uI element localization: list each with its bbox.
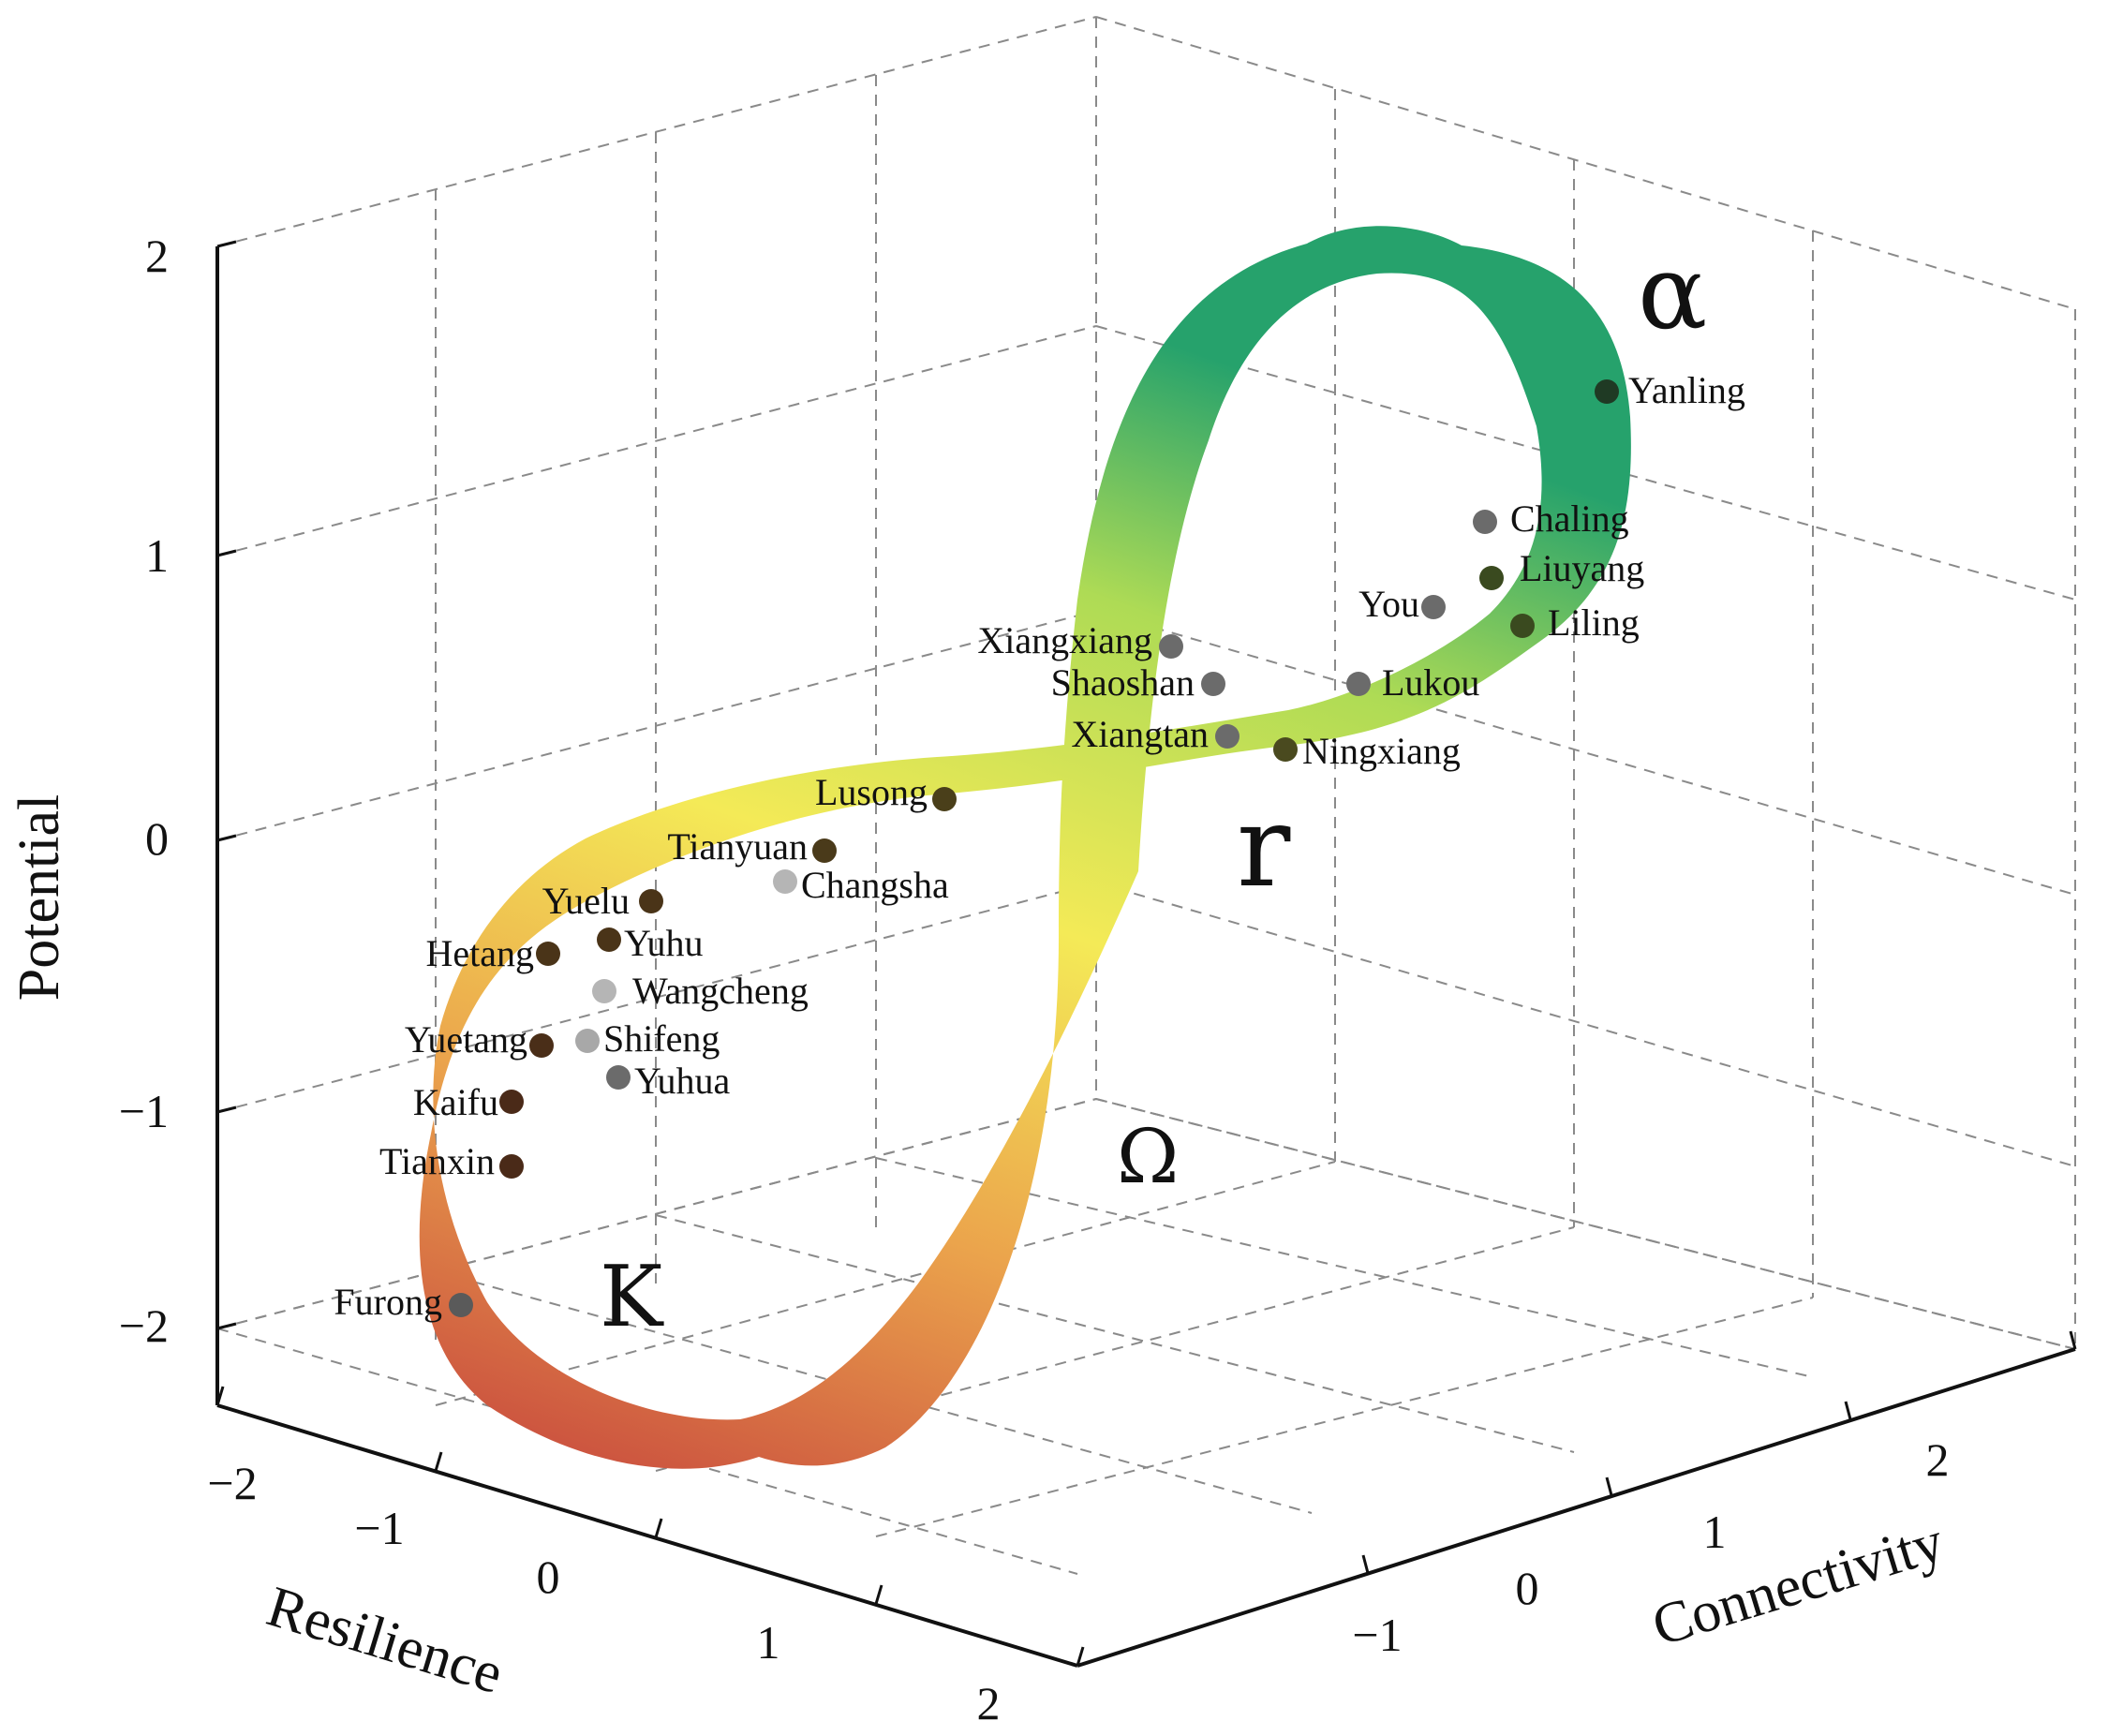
point-yanling (1595, 379, 1619, 404)
point-label-yuetang: Yuetang (405, 1018, 527, 1061)
point-label-yuhua: Yuhua (634, 1060, 730, 1102)
z-axis-title: Potential (7, 794, 71, 1001)
point-kaifu (499, 1090, 524, 1114)
phase-labels: α r Ω K (600, 232, 1707, 1346)
point-yuetang (529, 1033, 554, 1058)
point-label-wangcheng: Wangcheng (632, 970, 809, 1012)
point-label-kaifu: Kaifu (413, 1081, 498, 1123)
phase-label-r: r (1237, 782, 1291, 913)
x-tick-label: 2 (977, 1677, 1001, 1729)
point-label-xiangxiang: Xiangxiang (977, 619, 1152, 661)
y-tick-label: 0 (1516, 1562, 1539, 1614)
point-label-yuelu: Yuelu (542, 880, 630, 922)
z-tick-label: 1 (145, 529, 169, 582)
point-lusong (932, 787, 957, 811)
z-tick-label: 2 (145, 230, 169, 282)
point-you (1421, 595, 1446, 619)
point-ningxiang (1273, 737, 1298, 762)
point-liling (1510, 614, 1535, 638)
point-label-you: You (1358, 583, 1419, 625)
point-yuelu (639, 889, 663, 913)
z-tick-label: −1 (119, 1085, 169, 1137)
point-label-xiangtan: Xiangtan (1071, 713, 1209, 755)
x-tick-label: 1 (757, 1616, 780, 1669)
point-label-shaoshan: Shaoshan (1051, 661, 1195, 704)
cycle-band (419, 226, 1631, 1469)
y-tick-label: −1 (1352, 1609, 1402, 1661)
z-tick-labels: 2 1 0 −1 −2 (119, 230, 169, 1352)
y-tick-label: 2 (1926, 1433, 1950, 1486)
z-tick-label: −2 (119, 1299, 169, 1352)
point-xiangxiang (1159, 634, 1183, 659)
point-lukou (1346, 672, 1371, 696)
point-label-yuhu: Yuhu (624, 922, 703, 964)
x-tick-labels: −2 −1 0 1 2 (207, 1457, 1000, 1729)
point-liuyang (1479, 566, 1504, 590)
point-hetang (536, 942, 560, 966)
point-label-chaling: Chaling (1510, 497, 1629, 540)
point-label-lusong: Lusong (815, 771, 928, 813)
data-points: Yanling Chaling Liuyang You Liling Xiangxiang… (334, 369, 1744, 1323)
adaptive-cycle-band (419, 226, 1631, 1469)
y-tick-label: 1 (1703, 1506, 1727, 1558)
phase-label-alpha: α (1638, 232, 1707, 352)
y-tick-labels: −1 0 1 2 (1352, 1433, 1949, 1661)
point-label-hetang: Hetang (425, 932, 534, 974)
point-tianxin (499, 1154, 524, 1179)
point-shaoshan (1201, 672, 1225, 696)
axes (215, 240, 2077, 1668)
point-furong (449, 1293, 473, 1317)
x-tick-label: −2 (207, 1457, 257, 1509)
point-changsha (773, 869, 797, 894)
point-label-liling: Liling (1548, 601, 1640, 644)
point-label-tianxin: Tianxin (379, 1140, 495, 1182)
point-label-yanling: Yanling (1628, 369, 1745, 411)
point-wangcheng (592, 979, 616, 1003)
phase-label-omega: Ω (1117, 1113, 1179, 1200)
point-tianyuan (812, 838, 837, 863)
point-label-furong: Furong (334, 1281, 442, 1323)
point-label-changsha: Changsha (801, 864, 949, 906)
point-yuhua (606, 1065, 631, 1090)
point-label-liuyang: Liuyang (1520, 547, 1644, 589)
point-chaling (1473, 510, 1497, 534)
point-yuhu (597, 927, 621, 952)
y-axis-title: Connectivity (1645, 1510, 1951, 1659)
x-tick-label: −1 (354, 1502, 404, 1554)
point-label-tianyuan: Tianyuan (667, 825, 808, 868)
point-label-ningxiang: Ningxiang (1302, 730, 1461, 772)
z-tick-label: 0 (145, 812, 169, 865)
point-label-lukou: Lukou (1382, 661, 1479, 704)
phase-label-k: K (600, 1248, 664, 1346)
point-xiangtan (1215, 724, 1240, 749)
x-tick-label: 0 (537, 1551, 560, 1603)
point-shifeng (575, 1029, 600, 1053)
x-axis-title: Resilience (260, 1575, 510, 1707)
point-label-shifeng: Shifeng (603, 1017, 720, 1060)
